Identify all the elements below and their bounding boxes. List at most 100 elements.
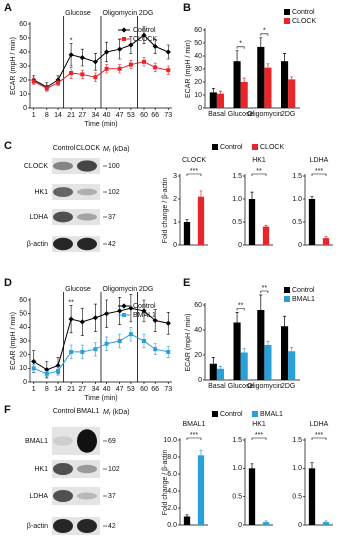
error-bar [250, 191, 254, 199]
marker [69, 349, 74, 354]
x-tick-label: 14 [54, 112, 62, 119]
mw-label: 100 [108, 163, 120, 170]
significance: * [239, 41, 242, 48]
x-tick-label: 47 [116, 112, 124, 119]
panel-label: D [4, 277, 12, 289]
marker [79, 55, 85, 61]
bar [240, 352, 248, 380]
y-tick-label: 1.0 [292, 465, 302, 472]
panel-label: B [183, 2, 191, 14]
marker [69, 71, 74, 75]
x-tick-label: 73 [164, 112, 172, 119]
lane-label: BMAL1 [77, 408, 100, 415]
significance: * [263, 28, 266, 35]
marker [68, 52, 74, 58]
blot-band [53, 211, 73, 223]
chart-title: HK1 [252, 157, 266, 164]
bar [262, 226, 270, 245]
blot-band [77, 464, 97, 474]
error-bar [211, 357, 215, 364]
marker [166, 349, 171, 354]
mw-label: 37 [108, 493, 116, 500]
error-bar [266, 340, 270, 345]
x-tick-label: 1 [32, 386, 36, 393]
panel-label: C [4, 140, 12, 152]
marker [128, 62, 133, 67]
bar [322, 238, 330, 245]
marker [153, 65, 158, 70]
y-tick-label: 0 [298, 242, 302, 249]
y-tick-label: 30 [194, 66, 202, 73]
blot-band [53, 237, 73, 251]
legend-label: CLOCK [260, 144, 284, 151]
mw-unit: Mr (kDa) [103, 409, 130, 417]
y-tick-label: 1.5 [292, 173, 302, 180]
error-bar [185, 219, 189, 222]
x-tick-label: 60 [140, 386, 148, 393]
marker [117, 339, 122, 343]
marker [152, 43, 158, 49]
event-label: Glucose [65, 286, 91, 293]
lane-label: Control [53, 145, 76, 152]
sig-bracket [311, 437, 327, 440]
legend-swatch [212, 144, 218, 150]
y-axis-label: ECAR (mpH / min) [185, 40, 192, 98]
error-bar [185, 514, 189, 517]
y-tick-label: 2.0 [167, 505, 177, 512]
legend-swatch [284, 296, 290, 302]
x-tick-label: 47 [116, 386, 124, 393]
error-bar [264, 520, 268, 523]
y-tick-label: 0.5 [292, 219, 302, 226]
y-tick-label: 0 [198, 377, 202, 384]
mw-unit-text: (kDa) [111, 409, 130, 416]
error-bar [235, 312, 239, 323]
y-tick-label: 0.0 [167, 522, 177, 529]
mw-label: 42 [108, 241, 116, 248]
mw-unit-subscript: r [109, 148, 111, 154]
row-label: BMAL1 [25, 438, 48, 445]
x-tick-label: Glucose [228, 111, 254, 118]
y-tick-label: 0 [298, 522, 302, 529]
blot-band [77, 237, 97, 251]
y-tick-label: 0 [23, 105, 27, 112]
x-tick-label: Oligomycin [247, 111, 282, 118]
marker [153, 347, 158, 352]
marker [93, 347, 98, 352]
legend-swatch [284, 9, 290, 15]
mw-unit-symbol: M [103, 146, 109, 153]
y-tick-label: 1.0 [292, 196, 302, 203]
x-tick-label: 8 [45, 112, 49, 119]
blot-band [77, 213, 97, 221]
error-bar [259, 294, 263, 310]
bar [288, 79, 296, 108]
blot-band [53, 462, 73, 476]
y-tick-label: 20 [19, 77, 27, 84]
bar [209, 92, 217, 108]
x-tick-label: 53 [127, 386, 135, 393]
sig-bracket [311, 173, 327, 176]
marker [117, 308, 123, 314]
x-tick-label: 66 [151, 386, 159, 393]
y-tick-label: 10 [19, 365, 27, 372]
sig-bracket [260, 33, 269, 36]
legend-label: Control [220, 144, 243, 151]
y-tick-label: 8.0 [167, 454, 177, 461]
marker [92, 315, 98, 321]
error-bar [283, 53, 287, 62]
x-tick-label: 2DG [281, 111, 295, 118]
x-axis-label: Time (min) [84, 121, 117, 128]
bar [183, 516, 191, 525]
x-tick-label: 73 [164, 386, 172, 393]
x-axis-label: Time (min) [84, 395, 117, 402]
significance: ** [238, 302, 244, 309]
error-bar [242, 348, 246, 353]
x-tick-label: 34 [91, 112, 99, 119]
marker [31, 358, 37, 365]
bar [248, 468, 256, 525]
error-bar [259, 37, 263, 47]
y-tick-label: 1 [173, 219, 177, 226]
sig-bracket [186, 437, 202, 440]
x-tick-label: 1 [32, 112, 36, 119]
marker [56, 369, 61, 374]
y-axis-label: Fold change / β-actin [162, 450, 169, 516]
